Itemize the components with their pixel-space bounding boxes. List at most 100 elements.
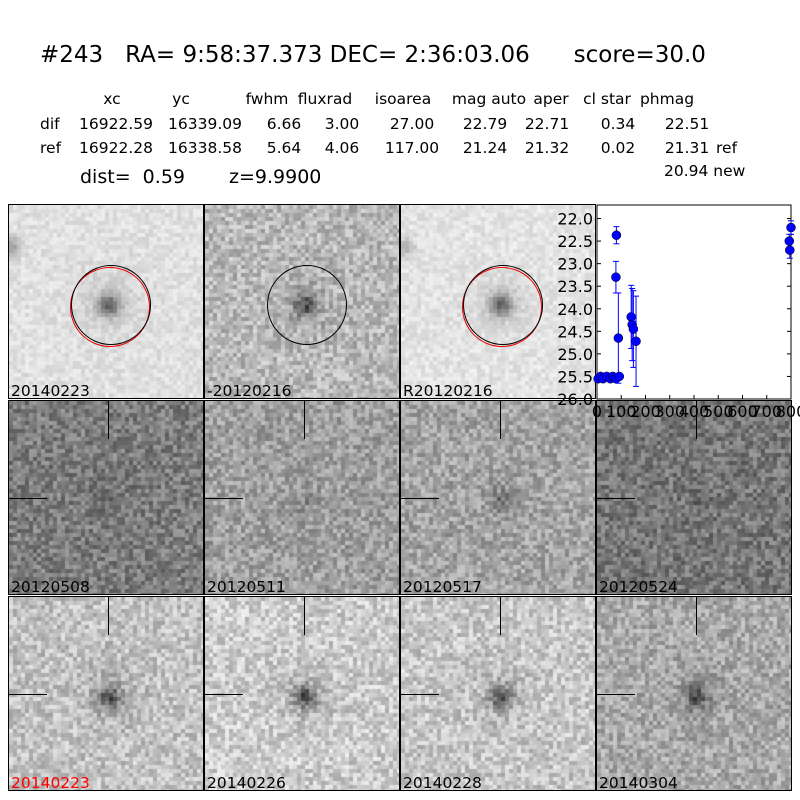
cell-value: 16922.59 xyxy=(79,115,153,133)
cell-value: 27.00 xyxy=(389,115,435,133)
x-tick-label: 200 xyxy=(630,402,661,421)
image-stamp[interactable]: 20140226 xyxy=(204,596,400,791)
cell-value: 16922.28 xyxy=(79,139,153,157)
crosshair-tick xyxy=(205,694,243,695)
stamp-date-label: 20120511 xyxy=(207,578,286,595)
cell-value: 0.34 xyxy=(600,115,636,133)
x-tick-label: 500 xyxy=(703,402,734,421)
y-tick-label: 23.5 xyxy=(557,277,593,296)
row-label: ref xyxy=(40,139,62,157)
image-stamp[interactable]: 20120511 xyxy=(204,400,400,595)
stamp-image xyxy=(401,597,595,790)
crosshair-tick xyxy=(500,597,501,635)
plot-area xyxy=(596,204,792,400)
dist-value: dist= 0.59 xyxy=(80,166,185,188)
x-tick-label: 700 xyxy=(751,402,782,421)
image-stamp[interactable]: 20120524 xyxy=(596,400,792,595)
stamp-image xyxy=(9,401,203,594)
image-stamp[interactable]: R20120216 xyxy=(400,204,596,399)
stamp-date-label: 20120524 xyxy=(599,578,678,595)
crosshair-tick xyxy=(304,401,305,439)
cell-value: 0.02 xyxy=(600,139,636,157)
column-header: xc xyxy=(103,90,121,108)
crosshair-tick xyxy=(696,401,697,439)
x-tick-label: 300 xyxy=(654,402,685,421)
aperture-circle xyxy=(71,265,151,345)
image-stamp[interactable]: 20120508 xyxy=(8,400,204,595)
redshift-value: z=9.9900 xyxy=(229,166,322,188)
y-tick-label: 22.5 xyxy=(557,232,593,251)
cell-value: 21.31 xyxy=(664,139,710,157)
stamp-image xyxy=(401,401,595,594)
data-point xyxy=(613,333,624,343)
column-header: aper xyxy=(533,90,569,108)
crosshair-tick xyxy=(108,401,109,439)
column-header: fluxrad xyxy=(297,90,353,108)
stamp-image xyxy=(205,597,399,790)
image-stamp[interactable]: 20140228 xyxy=(400,596,596,791)
cell-value: 16339.09 xyxy=(168,115,242,133)
stamp-date-label: 20140223 xyxy=(11,774,90,791)
stamp-date-label: 20140226 xyxy=(207,774,286,791)
y-tick-label: 25.0 xyxy=(557,345,593,364)
stamp-image xyxy=(9,597,203,790)
crosshair-tick xyxy=(500,401,501,439)
cell-value: 5.64 xyxy=(266,139,302,157)
cell-value: 117.00 xyxy=(384,139,440,157)
image-stamp[interactable]: 20140304 xyxy=(596,596,792,791)
x-tick-label: 800 xyxy=(776,402,800,421)
y-tick-label: 24.5 xyxy=(557,322,593,341)
stamp-date-label: 20120517 xyxy=(403,578,482,595)
stamp-image xyxy=(205,401,399,594)
row-label: dif xyxy=(40,115,60,133)
cell-value: 21.32 xyxy=(524,139,570,157)
candidate-title: #243 RA= 9:58:37.373 DEC= 2:36:03.06 sco… xyxy=(40,42,706,68)
image-stamp[interactable]: -20120216 xyxy=(204,204,400,399)
y-tick-label: 22.0 xyxy=(557,210,593,229)
row-suffix: ref xyxy=(716,139,738,157)
image-stamp[interactable]: 20140223 xyxy=(8,204,204,399)
crosshair-tick xyxy=(304,597,305,635)
column-header: mag auto xyxy=(451,90,527,108)
image-stamp[interactable]: 20140223 xyxy=(8,596,204,791)
crosshair-tick xyxy=(597,498,635,499)
cell-value: 6.66 xyxy=(266,115,302,133)
column-header: yc xyxy=(172,90,190,108)
crosshair-tick xyxy=(9,694,47,695)
new-phmag: 20.94 new xyxy=(664,162,746,180)
column-header: phmag xyxy=(639,90,695,108)
x-tick-label: 0 xyxy=(592,402,602,421)
column-header: fwhm xyxy=(245,90,289,108)
cell-value: 21.24 xyxy=(462,139,508,157)
stamp-date-label: 20140228 xyxy=(403,774,482,791)
y-tick-label: 24.0 xyxy=(557,300,593,319)
column-header: isoarea xyxy=(374,90,432,108)
cell-value: 4.06 xyxy=(324,139,360,157)
y-tick-label: 26.0 xyxy=(557,390,593,409)
stamp-date-label: 20140304 xyxy=(599,774,678,791)
crosshair-tick xyxy=(205,498,243,499)
y-tick-label: 25.5 xyxy=(557,367,593,386)
x-tick-label: 600 xyxy=(727,402,758,421)
x-tick-label: 400 xyxy=(679,402,710,421)
cell-value: 22.79 xyxy=(462,115,508,133)
crosshair-tick xyxy=(597,694,635,695)
data-point xyxy=(614,371,625,382)
y-tick-label: 23.0 xyxy=(557,255,593,274)
crosshair-tick xyxy=(9,498,47,499)
stamp-date-label: -20120216 xyxy=(207,382,292,399)
crosshair-tick xyxy=(696,597,697,635)
crosshair-tick xyxy=(401,694,439,695)
data-point xyxy=(785,245,795,255)
image-stamp[interactable]: 20120517 xyxy=(400,400,596,595)
data-point xyxy=(611,272,621,282)
stamp-date-label: R20120216 xyxy=(403,382,493,399)
stamp-image xyxy=(597,597,791,790)
crosshair-tick xyxy=(401,498,439,499)
aperture-circle xyxy=(463,265,543,345)
stamp-image xyxy=(597,401,791,594)
stamp-date-label: 20140223 xyxy=(11,382,90,399)
aperture-circle xyxy=(267,265,347,345)
